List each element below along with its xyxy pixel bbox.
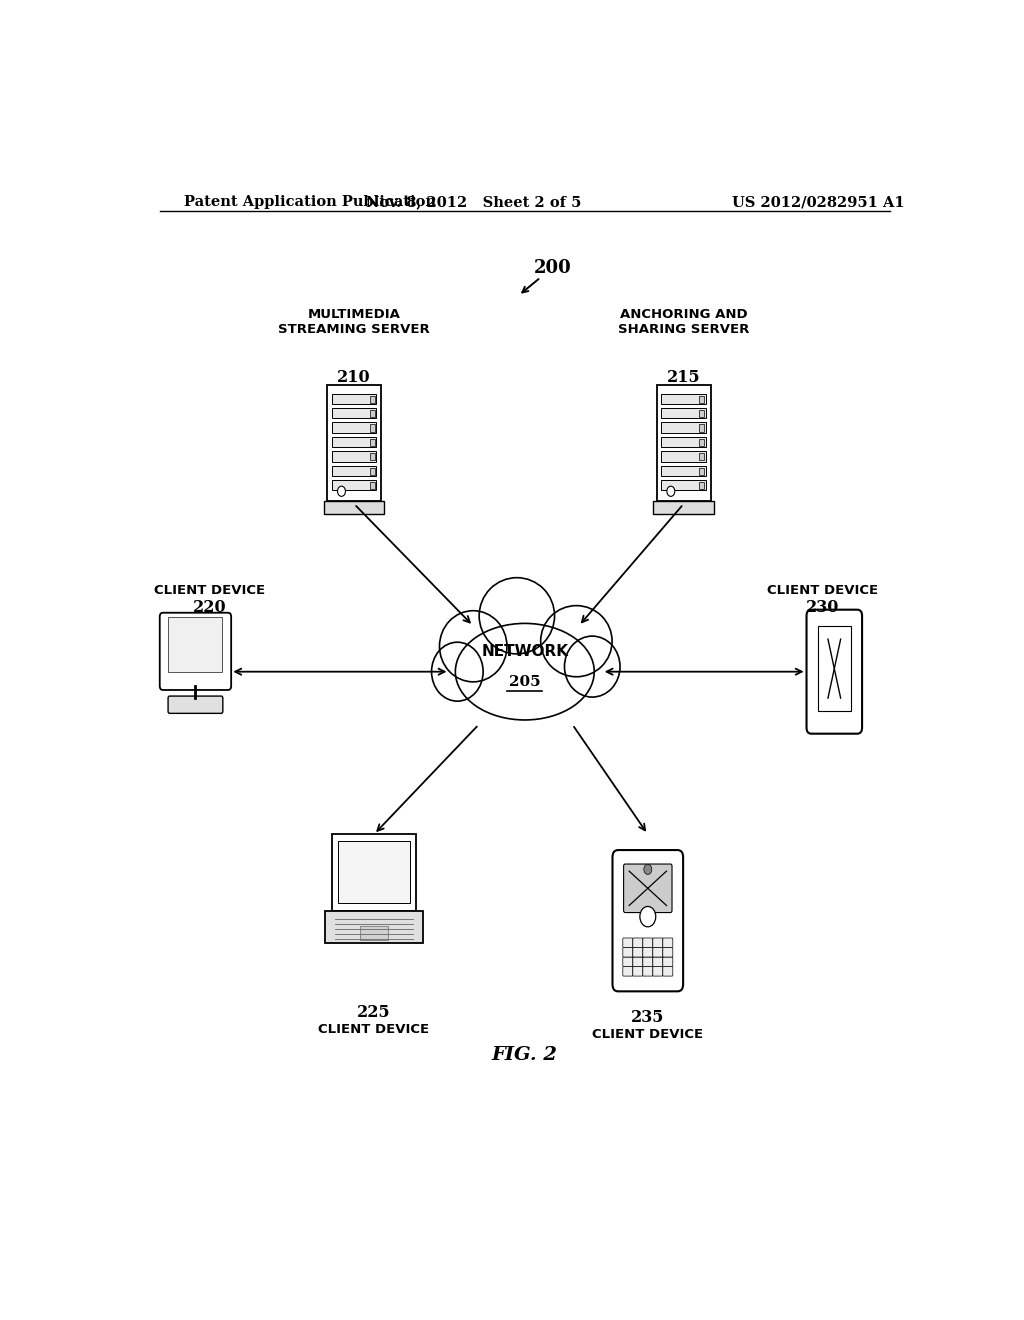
- Bar: [332, 466, 377, 477]
- Bar: [332, 393, 377, 404]
- Bar: [656, 384, 711, 502]
- Text: 210: 210: [337, 368, 371, 385]
- Bar: [169, 616, 222, 672]
- Bar: [333, 834, 416, 911]
- Ellipse shape: [456, 623, 594, 719]
- Bar: [332, 437, 377, 447]
- Ellipse shape: [431, 643, 483, 701]
- Ellipse shape: [479, 578, 555, 653]
- Text: Nov. 8, 2012   Sheet 2 of 5: Nov. 8, 2012 Sheet 2 of 5: [366, 195, 581, 209]
- Text: MULTIMEDIA
STREAMING SERVER: MULTIMEDIA STREAMING SERVER: [279, 309, 430, 337]
- Bar: [332, 422, 377, 433]
- Bar: [699, 411, 705, 417]
- Text: CLIENT DEVICE: CLIENT DEVICE: [155, 583, 265, 597]
- FancyBboxPatch shape: [663, 966, 673, 975]
- Bar: [662, 422, 706, 433]
- FancyBboxPatch shape: [643, 939, 653, 948]
- FancyBboxPatch shape: [633, 966, 643, 975]
- Text: ANCHORING AND
SHARING SERVER: ANCHORING AND SHARING SERVER: [617, 309, 750, 337]
- Text: 220: 220: [193, 599, 226, 616]
- FancyBboxPatch shape: [633, 957, 643, 966]
- Circle shape: [667, 486, 675, 496]
- Circle shape: [338, 486, 345, 496]
- Text: US 2012/0282951 A1: US 2012/0282951 A1: [732, 195, 905, 209]
- FancyBboxPatch shape: [643, 966, 653, 975]
- Bar: [324, 502, 384, 513]
- Bar: [338, 841, 411, 903]
- Bar: [370, 425, 375, 432]
- FancyBboxPatch shape: [624, 865, 672, 912]
- FancyBboxPatch shape: [623, 948, 633, 957]
- FancyBboxPatch shape: [633, 948, 643, 957]
- Bar: [370, 482, 375, 490]
- Text: 205: 205: [509, 675, 541, 689]
- Bar: [370, 438, 375, 446]
- Bar: [370, 453, 375, 461]
- Text: NETWORK: NETWORK: [481, 644, 568, 659]
- Text: CLIENT DEVICE: CLIENT DEVICE: [767, 583, 878, 597]
- Circle shape: [644, 865, 651, 874]
- Text: 215: 215: [667, 368, 700, 385]
- Text: 230: 230: [806, 599, 839, 616]
- Bar: [699, 396, 705, 403]
- FancyBboxPatch shape: [623, 966, 633, 975]
- FancyBboxPatch shape: [663, 957, 673, 966]
- Bar: [332, 480, 377, 490]
- Bar: [817, 626, 851, 711]
- Bar: [332, 408, 377, 418]
- Bar: [332, 451, 377, 462]
- Text: 235: 235: [631, 1008, 665, 1026]
- Bar: [662, 437, 706, 447]
- FancyBboxPatch shape: [807, 610, 862, 734]
- Bar: [370, 411, 375, 417]
- Bar: [359, 925, 388, 940]
- FancyBboxPatch shape: [160, 612, 231, 690]
- FancyBboxPatch shape: [653, 939, 663, 948]
- Bar: [370, 467, 375, 475]
- Bar: [699, 425, 705, 432]
- FancyBboxPatch shape: [643, 948, 653, 957]
- Bar: [662, 466, 706, 477]
- Bar: [662, 451, 706, 462]
- Bar: [699, 453, 705, 461]
- Bar: [662, 408, 706, 418]
- FancyBboxPatch shape: [623, 939, 633, 948]
- FancyBboxPatch shape: [643, 957, 653, 966]
- FancyBboxPatch shape: [623, 957, 633, 966]
- FancyBboxPatch shape: [653, 948, 663, 957]
- Ellipse shape: [564, 636, 620, 697]
- FancyBboxPatch shape: [168, 696, 223, 713]
- Text: CLIENT DEVICE: CLIENT DEVICE: [592, 1028, 703, 1041]
- Bar: [699, 482, 705, 490]
- Bar: [328, 384, 381, 502]
- FancyBboxPatch shape: [612, 850, 683, 991]
- Text: FIG. 2: FIG. 2: [492, 1045, 558, 1064]
- Text: CLIENT DEVICE: CLIENT DEVICE: [318, 1023, 430, 1036]
- Ellipse shape: [541, 606, 612, 677]
- Bar: [699, 467, 705, 475]
- Bar: [662, 480, 706, 490]
- Bar: [653, 502, 714, 513]
- Bar: [662, 393, 706, 404]
- Bar: [370, 396, 375, 403]
- Bar: [326, 911, 423, 942]
- Text: 225: 225: [357, 1003, 391, 1020]
- Ellipse shape: [439, 611, 507, 682]
- FancyBboxPatch shape: [663, 948, 673, 957]
- Text: 200: 200: [534, 259, 571, 277]
- FancyBboxPatch shape: [653, 957, 663, 966]
- Bar: [699, 438, 705, 446]
- FancyBboxPatch shape: [663, 939, 673, 948]
- Text: Patent Application Publication: Patent Application Publication: [183, 195, 435, 209]
- FancyBboxPatch shape: [653, 966, 663, 975]
- Circle shape: [640, 907, 655, 927]
- FancyBboxPatch shape: [633, 939, 643, 948]
